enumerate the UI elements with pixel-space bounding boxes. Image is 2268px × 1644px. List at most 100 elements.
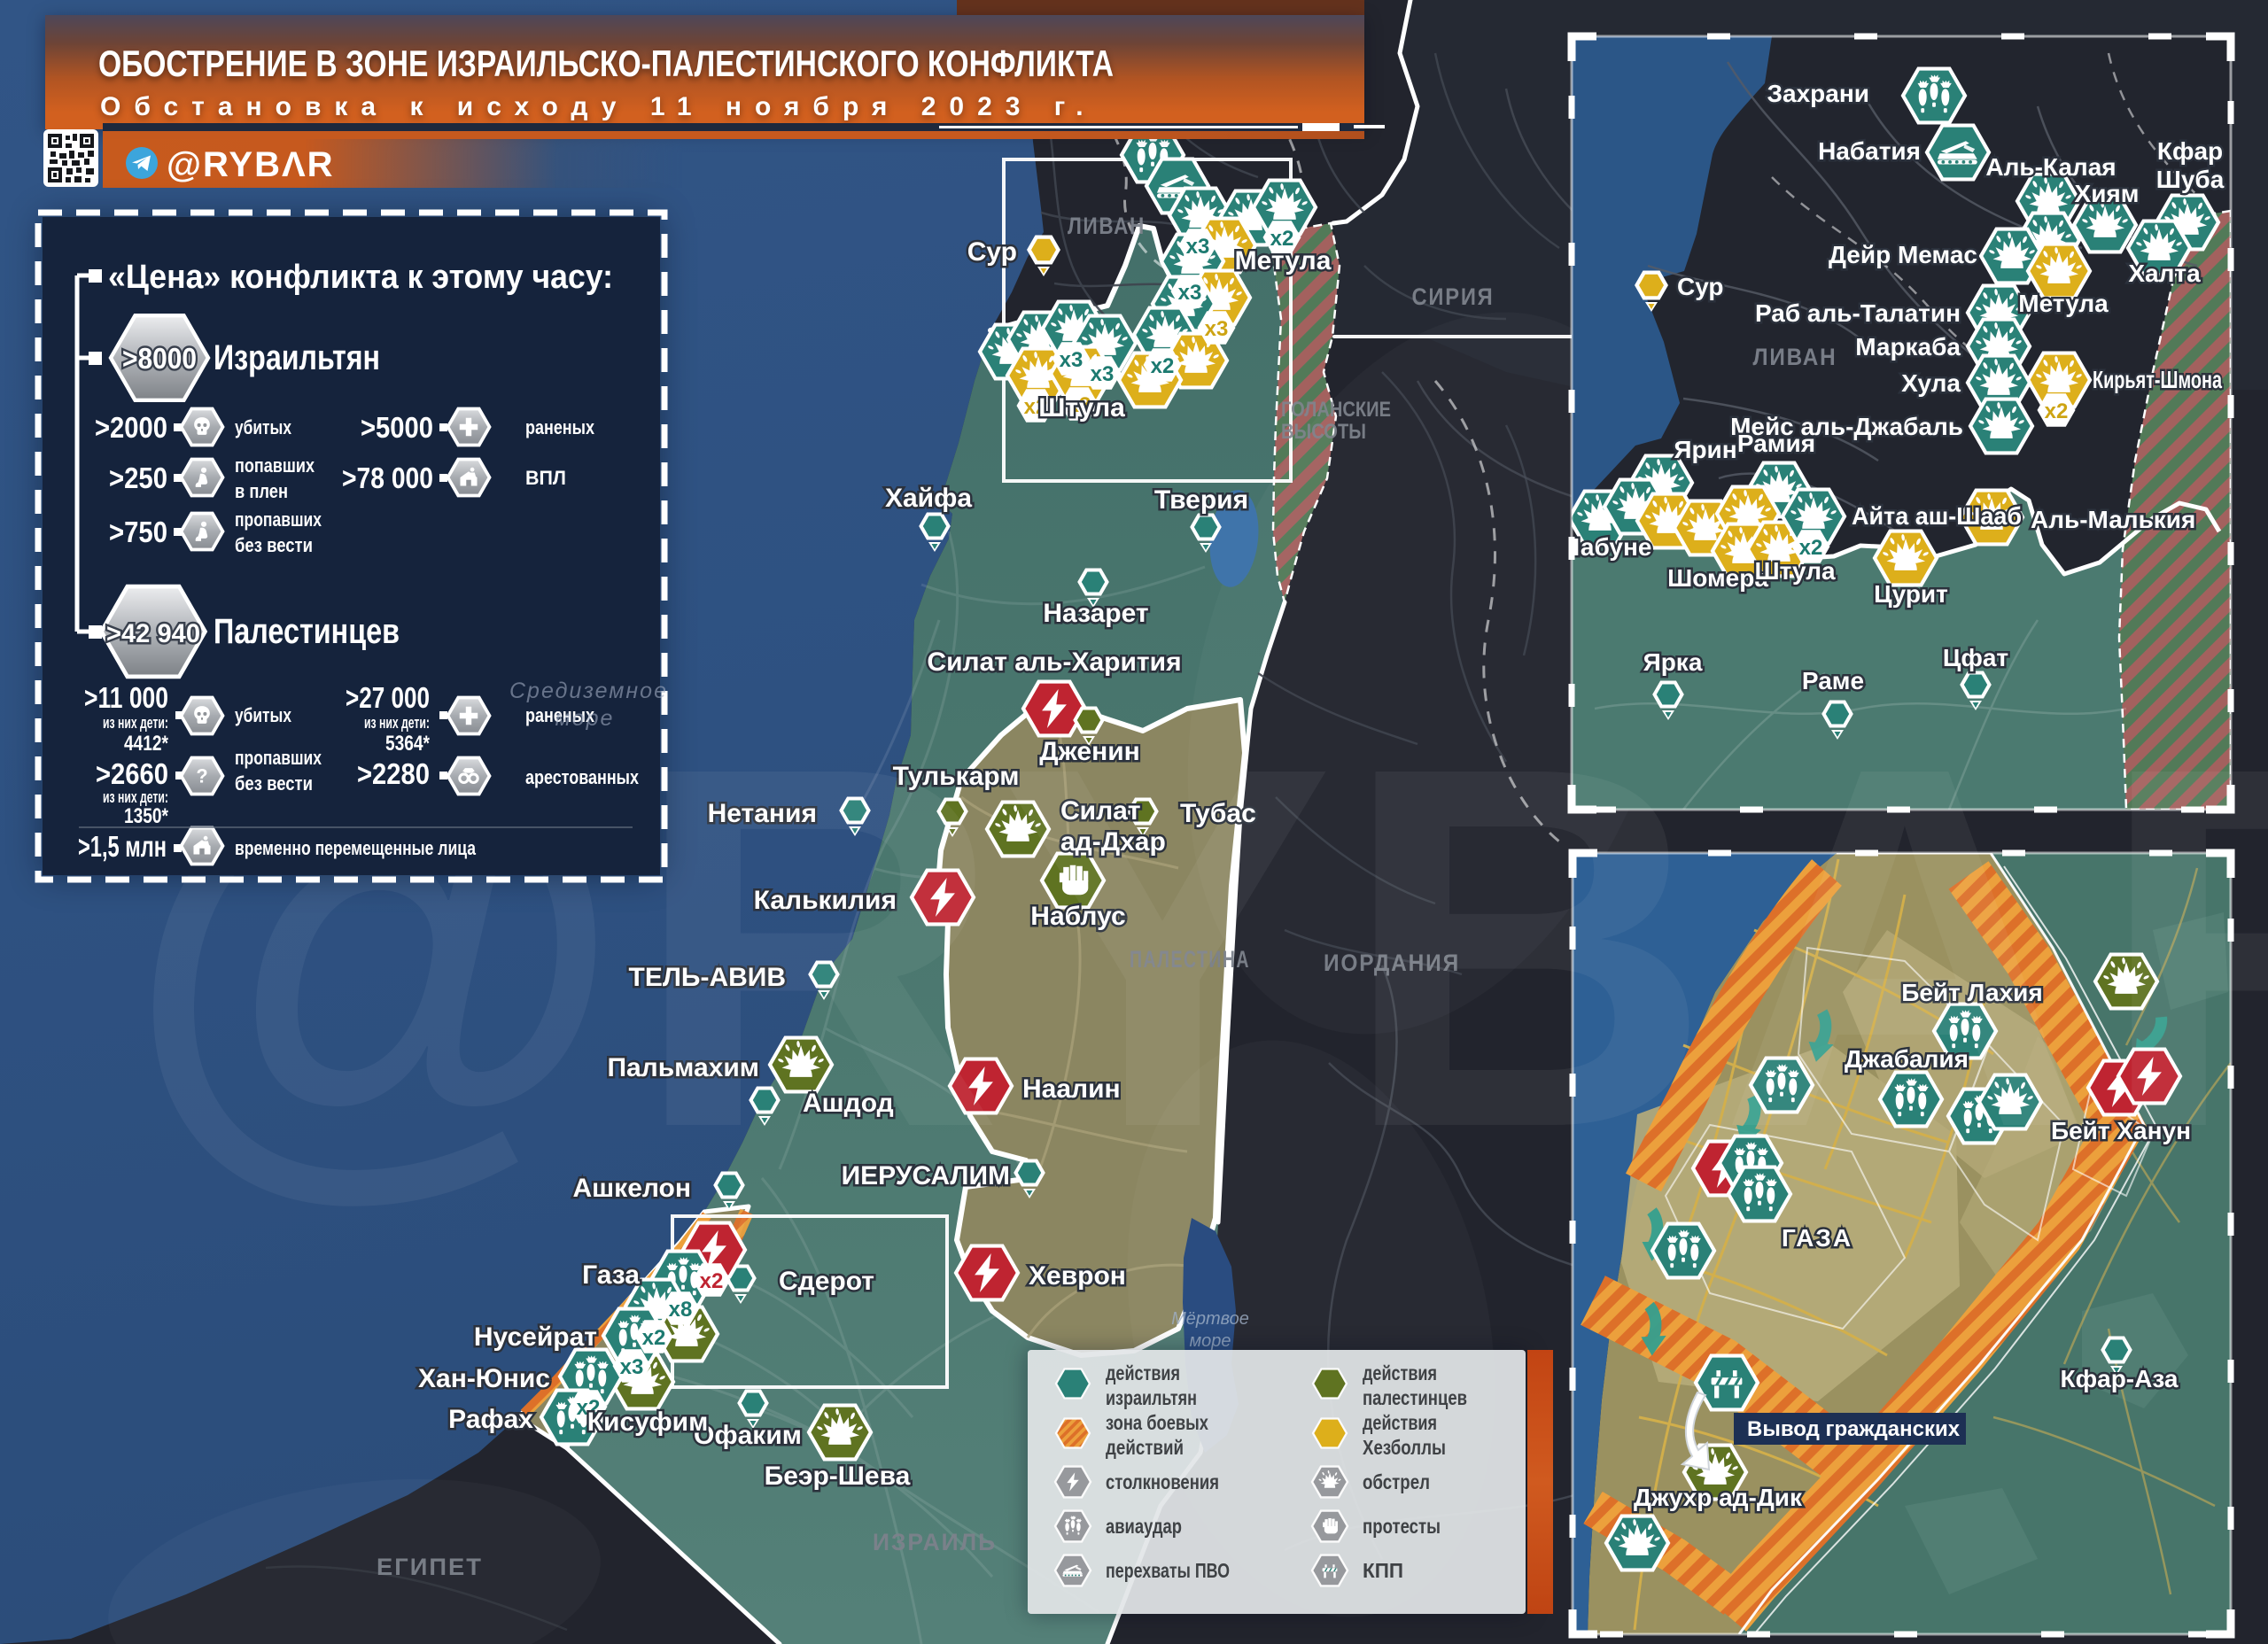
svg-text:Калькилия: Калькилия — [754, 886, 897, 915]
svg-text:КПП: КПП — [1363, 1559, 1403, 1582]
svg-text:ВПЛ: ВПЛ — [525, 467, 566, 489]
svg-text:«Цена» конфликта к этому часу:: «Цена» конфликта к этому часу: — [108, 259, 613, 296]
svg-text:Нусейрат: Нусейрат — [474, 1322, 597, 1352]
svg-text:>5000: >5000 — [361, 411, 433, 444]
svg-text:Хайфа: Хайфа — [885, 484, 972, 513]
svg-text:Хеврон: Хеврон — [1029, 1261, 1126, 1291]
svg-text:Дженин: Дженин — [1039, 737, 1140, 766]
svg-text:Шуба: Шуба — [2156, 166, 2225, 193]
svg-text:пропавших: пропавших — [235, 747, 322, 769]
svg-text:Наблус: Наблус — [1030, 902, 1125, 931]
svg-text:Маркаба: Маркаба — [1855, 333, 1961, 361]
svg-text:Захрани: Захрани — [1767, 80, 1870, 107]
svg-text:Аль-Малькия: Аль-Малькия — [2031, 506, 2195, 533]
svg-text:убитых: убитых — [235, 416, 292, 438]
svg-text:>42 940: >42 940 — [106, 619, 200, 648]
svg-text:Рамия: Рамия — [1737, 430, 1815, 457]
svg-text:без вести: без вести — [235, 772, 313, 795]
svg-text:ТЕЛЬ-АВИВ: ТЕЛЬ-АВИВ — [629, 963, 787, 992]
svg-text:ЛИВАН: ЛИВАН — [1068, 213, 1146, 239]
svg-text:Сдерот: Сдерот — [779, 1267, 874, 1296]
svg-text:раненых: раненых — [525, 704, 595, 726]
svg-text:Хан-Юнис: Хан-Юнис — [418, 1364, 550, 1393]
svg-text:Тулькарм: Тулькарм — [893, 762, 1020, 791]
svg-text:палестинцев: палестинцев — [1363, 1386, 1467, 1409]
svg-text:Мёртвое: Мёртвое — [1171, 1309, 1249, 1329]
svg-text:Кфар-Аза: Кфар-Аза — [2061, 1365, 2179, 1392]
svg-text:арестованных: арестованных — [525, 766, 640, 788]
svg-text:зона боевых: зона боевых — [1106, 1411, 1208, 1434]
svg-text:5364*: 5364* — [385, 732, 431, 756]
svg-text:пропавших: пропавших — [235, 508, 322, 531]
svg-text:>250: >250 — [109, 461, 167, 494]
svg-text:Штула: Штула — [1038, 393, 1125, 423]
svg-text:Ярка: Ярка — [1643, 648, 1703, 676]
svg-text:раненых: раненых — [525, 416, 595, 438]
svg-text:Пальмахим: Пальмахим — [607, 1053, 759, 1082]
svg-text:столкновения: столкновения — [1106, 1470, 1219, 1493]
svg-text:временно перемещенные лица: временно перемещенные лица — [235, 837, 477, 859]
svg-text:4412*: 4412* — [124, 732, 169, 756]
svg-text:Сур: Сур — [967, 237, 1017, 267]
svg-text:убитых: убитых — [235, 704, 292, 726]
svg-text:действия: действия — [1106, 1361, 1180, 1384]
svg-text:Газа: Газа — [582, 1260, 640, 1290]
svg-text:ИОРДАНИЯ: ИОРДАНИЯ — [1324, 950, 1460, 976]
svg-text:действия: действия — [1363, 1411, 1437, 1434]
svg-text:Вывод гражданских: Вывод гражданских — [1747, 1417, 1961, 1441]
svg-text:без вести: без вести — [235, 534, 313, 556]
svg-text:протесты: протесты — [1363, 1515, 1441, 1538]
svg-text:перехваты ПВО: перехваты ПВО — [1106, 1559, 1230, 1582]
svg-text:авиаудар: авиаудар — [1106, 1515, 1182, 1538]
svg-text:ГОЛАНСКИЕ: ГОЛАНСКИЕ — [1281, 398, 1391, 422]
svg-text:ад-Дхар: ад-Дхар — [1060, 827, 1166, 857]
svg-text:Сур: Сур — [1677, 273, 1724, 300]
svg-text:Набатия: Набатия — [1818, 137, 1921, 165]
svg-text:Аль-Калая: Аль-Калая — [1985, 153, 2116, 181]
svg-text:Цурит: Цурит — [1874, 580, 1948, 608]
svg-text:из них дети:: из них дети: — [364, 714, 430, 732]
svg-text:>2000: >2000 — [95, 411, 167, 444]
svg-text:ЕГИПЕТ: ЕГИПЕТ — [377, 1554, 483, 1580]
svg-text:море: море — [1189, 1331, 1231, 1351]
svg-text:в плен: в плен — [235, 480, 288, 502]
svg-text:Ашдод: Ашдод — [803, 1089, 894, 1118]
svg-text:Кирьят-Шмона: Кирьят-Шмона — [2093, 366, 2222, 393]
svg-text:Шомера: Шомера — [1667, 564, 1768, 592]
svg-text:Нетания: Нетания — [708, 799, 817, 828]
svg-text:1350*: 1350* — [124, 804, 169, 828]
svg-text:ГАЗА: ГАЗА — [1782, 1224, 1852, 1252]
svg-text:Хезболлы: Хезболлы — [1363, 1436, 1446, 1459]
svg-text:из них дети:: из них дети: — [103, 788, 168, 806]
svg-text:Хула: Хула — [1901, 369, 1961, 397]
svg-text:Халта: Халта — [2128, 260, 2201, 287]
svg-text:СИРИЯ: СИРИЯ — [1412, 283, 1495, 310]
svg-text:Бейт Лахия: Бейт Лахия — [1901, 979, 2042, 1006]
svg-text:Израильтян: Израильтян — [214, 338, 380, 377]
svg-text:Тубас: Тубас — [1180, 799, 1256, 828]
svg-text:ИЕРУСАЛИМ: ИЕРУСАЛИМ — [842, 1161, 1010, 1190]
svg-text:попавших: попавших — [235, 454, 315, 477]
svg-text:Беэр-Шева: Беэр-Шева — [765, 1462, 911, 1491]
svg-text:Силат: Силат — [1060, 796, 1141, 826]
svg-text:>27 000: >27 000 — [346, 681, 430, 714]
svg-text:Бейт Ханун: Бейт Ханун — [2051, 1117, 2191, 1144]
svg-text:Ашкелон: Ашкелон — [573, 1174, 691, 1203]
svg-text:Тверия: Тверия — [1154, 485, 1248, 515]
svg-text:Мейс аль-Джабаль: Мейс аль-Джабаль — [1730, 413, 1963, 440]
svg-text:Рафах: Рафах — [448, 1405, 533, 1434]
svg-text:Кфар: Кфар — [2157, 137, 2223, 165]
svg-text:>1,5 млн: >1,5 млн — [78, 830, 167, 863]
svg-text:Силат аль-Харития: Силат аль-Харития — [927, 648, 1181, 677]
svg-text:Цфат: Цфат — [1943, 644, 2008, 671]
svg-text:Палестинцев: Палестинцев — [214, 612, 400, 651]
svg-text:ВЫСОТЫ: ВЫСОТЫ — [1281, 420, 1366, 444]
svg-text:>2660: >2660 — [96, 757, 168, 790]
svg-text:Джухр ад-Дик: Джухр ад-Дик — [1634, 1484, 1803, 1511]
svg-text:ПАЛЕСТИНА: ПАЛЕСТИНА — [1130, 946, 1250, 973]
svg-text:Джабалия: Джабалия — [1845, 1045, 1969, 1073]
svg-text:>78 000: >78 000 — [342, 461, 433, 494]
svg-text:Кисуфим: Кисуфим — [587, 1407, 709, 1437]
svg-text:израильтян: израильтян — [1106, 1386, 1197, 1409]
svg-text:Айта аш-Шааб: Айта аш-Шааб — [1852, 502, 2022, 530]
